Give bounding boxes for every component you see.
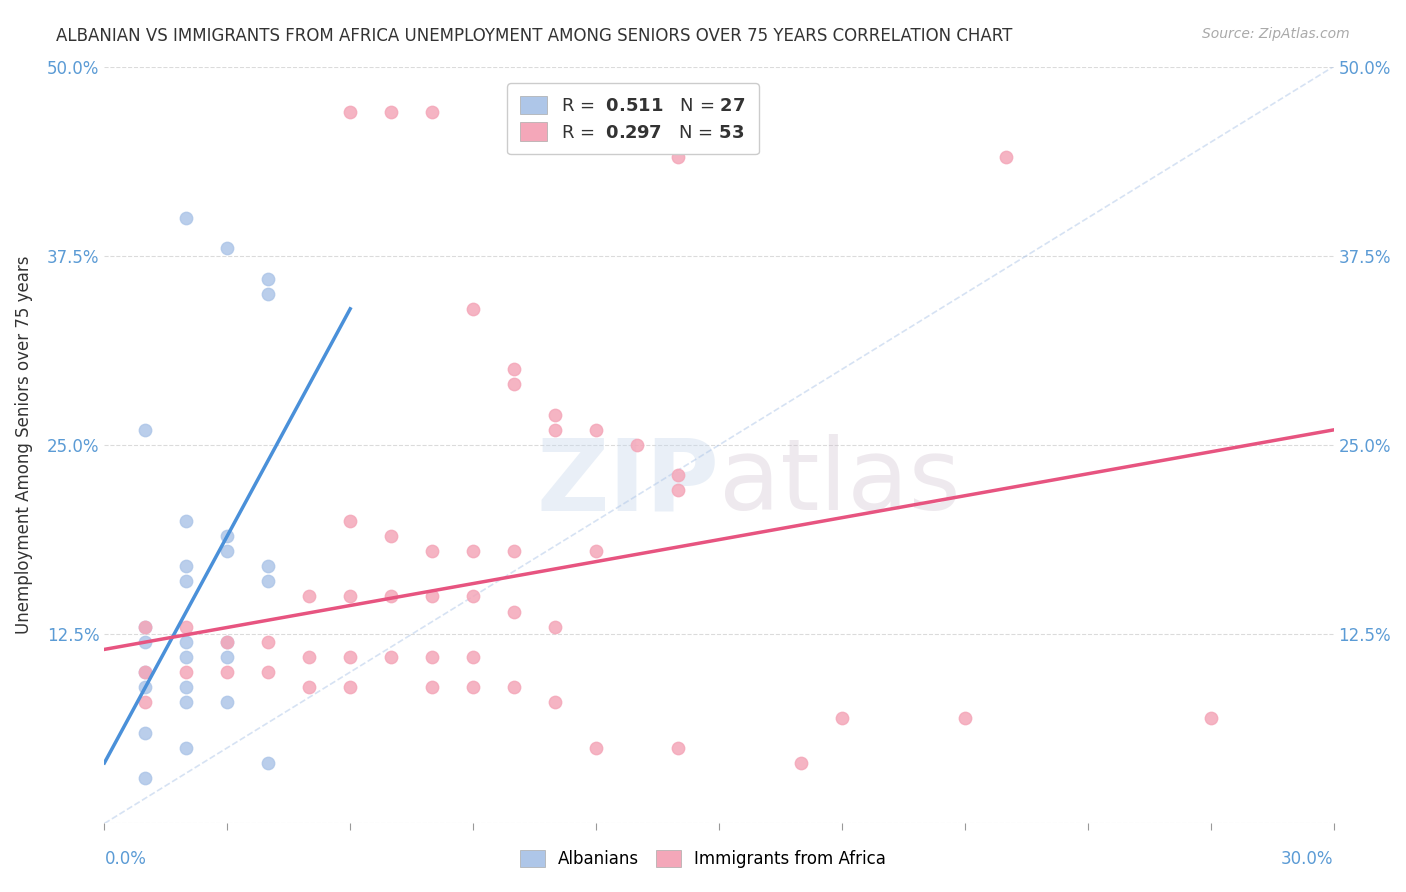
Point [257, 635, 280, 649]
Point [420, 680, 443, 694]
Point [339, 680, 361, 694]
Point [420, 544, 443, 558]
Legend: R =  $\mathbf{0.511}$   N = $\mathbf{27}$, R =  $\mathbf{0.297}$   N = $\mathbf{: R = $\mathbf{0.511}$ N = $\mathbf{27}$, … [508, 83, 759, 154]
Point [134, 771, 156, 785]
Point [339, 514, 361, 528]
Point [134, 665, 156, 679]
Point [626, 438, 648, 452]
Point [666, 483, 689, 498]
Point [257, 271, 280, 285]
Point [544, 620, 567, 634]
Point [176, 559, 198, 574]
Point [217, 695, 239, 709]
Point [176, 665, 198, 679]
Point [666, 468, 689, 483]
Text: atlas: atlas [718, 434, 960, 532]
Point [461, 680, 484, 694]
Point [1199, 710, 1222, 724]
Point [544, 695, 567, 709]
Point [420, 650, 443, 665]
Point [380, 105, 402, 120]
Point [585, 740, 607, 755]
Point [176, 695, 198, 709]
Legend: Albanians, Immigrants from Africa: Albanians, Immigrants from Africa [513, 843, 893, 875]
Point [217, 665, 239, 679]
Point [461, 301, 484, 316]
Point [585, 423, 607, 437]
Point [134, 680, 156, 694]
Text: Source: ZipAtlas.com: Source: ZipAtlas.com [1202, 27, 1350, 41]
Point [176, 211, 198, 225]
Point [339, 105, 361, 120]
Point [134, 635, 156, 649]
Point [461, 650, 484, 665]
Point [339, 650, 361, 665]
Point [298, 680, 321, 694]
Point [134, 665, 156, 679]
Point [257, 756, 280, 770]
Point [380, 650, 402, 665]
Point [134, 620, 156, 634]
Point [461, 544, 484, 558]
Point [790, 756, 813, 770]
Text: 0.0%: 0.0% [104, 850, 146, 868]
Point [461, 590, 484, 604]
Point [257, 665, 280, 679]
Point [503, 377, 526, 392]
Point [298, 650, 321, 665]
Point [257, 286, 280, 301]
Point [380, 529, 402, 543]
Point [544, 408, 567, 422]
Point [380, 590, 402, 604]
Point [134, 423, 156, 437]
Point [176, 680, 198, 694]
Point [176, 620, 198, 634]
Point [503, 680, 526, 694]
Point [257, 559, 280, 574]
Point [217, 635, 239, 649]
Point [666, 150, 689, 164]
Point [176, 514, 198, 528]
Y-axis label: Unemployment Among Seniors over 75 years: Unemployment Among Seniors over 75 years [15, 256, 32, 634]
Point [298, 590, 321, 604]
Point [176, 740, 198, 755]
Point [420, 105, 443, 120]
Text: ALBANIAN VS IMMIGRANTS FROM AFRICA UNEMPLOYMENT AMONG SENIORS OVER 75 YEARS CORR: ALBANIAN VS IMMIGRANTS FROM AFRICA UNEMP… [56, 27, 1012, 45]
Point [503, 362, 526, 376]
Point [831, 710, 853, 724]
Point [994, 150, 1017, 164]
Point [176, 635, 198, 649]
Point [217, 635, 239, 649]
Point [217, 544, 239, 558]
Point [420, 590, 443, 604]
Point [544, 423, 567, 437]
Point [953, 710, 976, 724]
Point [176, 650, 198, 665]
Point [585, 544, 607, 558]
Point [134, 620, 156, 634]
Point [134, 725, 156, 739]
Point [503, 605, 526, 619]
Point [217, 529, 239, 543]
Text: ZIP: ZIP [536, 434, 718, 532]
Point [176, 574, 198, 589]
Point [257, 574, 280, 589]
Text: 30.0%: 30.0% [1281, 850, 1333, 868]
Point [217, 650, 239, 665]
Point [503, 544, 526, 558]
Point [666, 740, 689, 755]
Point [217, 241, 239, 255]
Point [339, 590, 361, 604]
Point [134, 695, 156, 709]
